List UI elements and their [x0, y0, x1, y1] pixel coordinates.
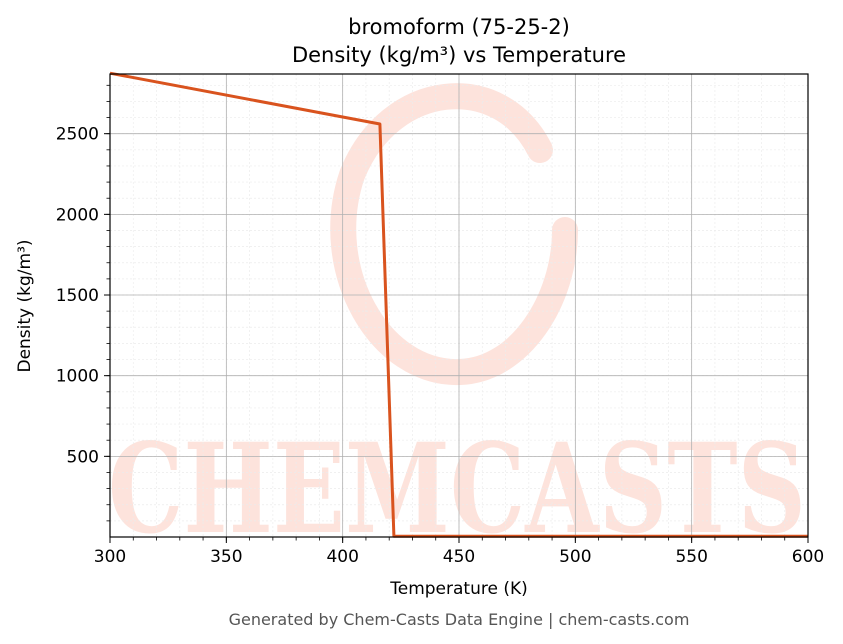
x-tick-label: 300 [94, 547, 126, 567]
y-tick-label: 2000 [56, 205, 99, 225]
axes: 300 350 400 450 500 550 600 500 1000 1500 2000 2500 [56, 84, 824, 567]
x-tick-label: 600 [792, 547, 824, 567]
data-layer [109, 71, 808, 538]
density-series-line [109, 71, 808, 538]
x-axis-label: Temperature (K) [389, 579, 528, 599]
y-tick-label: 1500 [56, 286, 99, 306]
chart-title-line1: bromoform (75-25-2) [348, 15, 570, 39]
x-tick-label: 400 [326, 547, 358, 567]
x-tick-label: 350 [210, 547, 242, 567]
chart-title-line2: Density (kg/m³) vs Temperature [292, 43, 626, 67]
x-tick-label: 500 [559, 547, 591, 567]
y-tick-label: 2500 [56, 125, 99, 145]
y-tick-label: 1000 [56, 367, 99, 387]
x-tick-label: 450 [443, 547, 475, 567]
y-tick-label: 500 [67, 447, 99, 467]
watermark-text: CHEMCASTS [108, 417, 806, 562]
x-tick-label: 550 [675, 547, 707, 567]
chemcasts-watermark-logo: CHEMCASTS [108, 83, 806, 562]
y-axis-label: Density (kg/m³) [15, 239, 35, 372]
footer-credit: Generated by Chem-Casts Data Engine | ch… [229, 610, 690, 629]
